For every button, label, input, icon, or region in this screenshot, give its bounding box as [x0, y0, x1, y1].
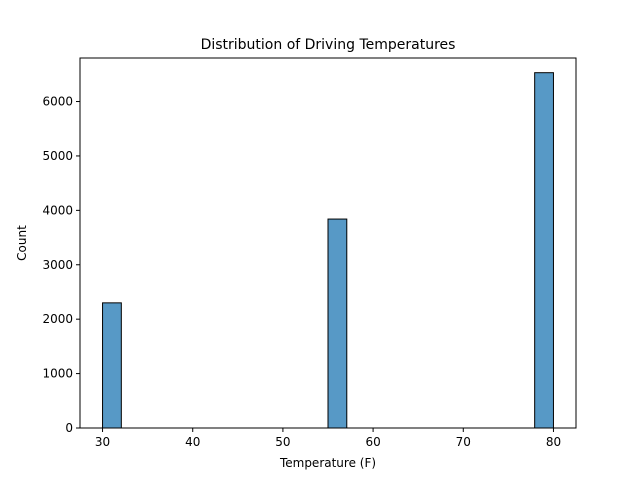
- y-tick-label: 0: [65, 421, 73, 435]
- x-axis-label: Temperature (F): [279, 456, 376, 470]
- histogram-bar-0: [102, 302, 122, 429]
- y-tick-label: 5000: [42, 149, 73, 163]
- x-tick-label: 70: [456, 435, 471, 449]
- x-tick-label: 80: [546, 435, 561, 449]
- x-tick-label: 30: [95, 435, 110, 449]
- y-tick-label: 2000: [42, 312, 73, 326]
- x-axis-ticks: 30 40 50 60 70 80: [95, 428, 561, 449]
- x-tick-label: 60: [365, 435, 380, 449]
- y-axis-label: Count: [15, 225, 29, 261]
- x-tick-label: 50: [275, 435, 290, 449]
- bars: [102, 72, 554, 429]
- y-tick-label: 6000: [42, 95, 73, 109]
- chart-title: Distribution of Driving Temperatures: [201, 37, 456, 53]
- plot-frame: [79, 57, 577, 429]
- histogram-bar-1: [327, 218, 348, 429]
- y-axis-ticks: 0 1000 2000 3000 4000 5000 6000: [42, 95, 80, 435]
- y-tick-label: 3000: [42, 258, 73, 272]
- y-tick-label: 4000: [42, 203, 73, 217]
- x-tick-label: 40: [185, 435, 200, 449]
- histogram-bar-2: [534, 72, 554, 429]
- y-tick-label: 1000: [42, 367, 73, 381]
